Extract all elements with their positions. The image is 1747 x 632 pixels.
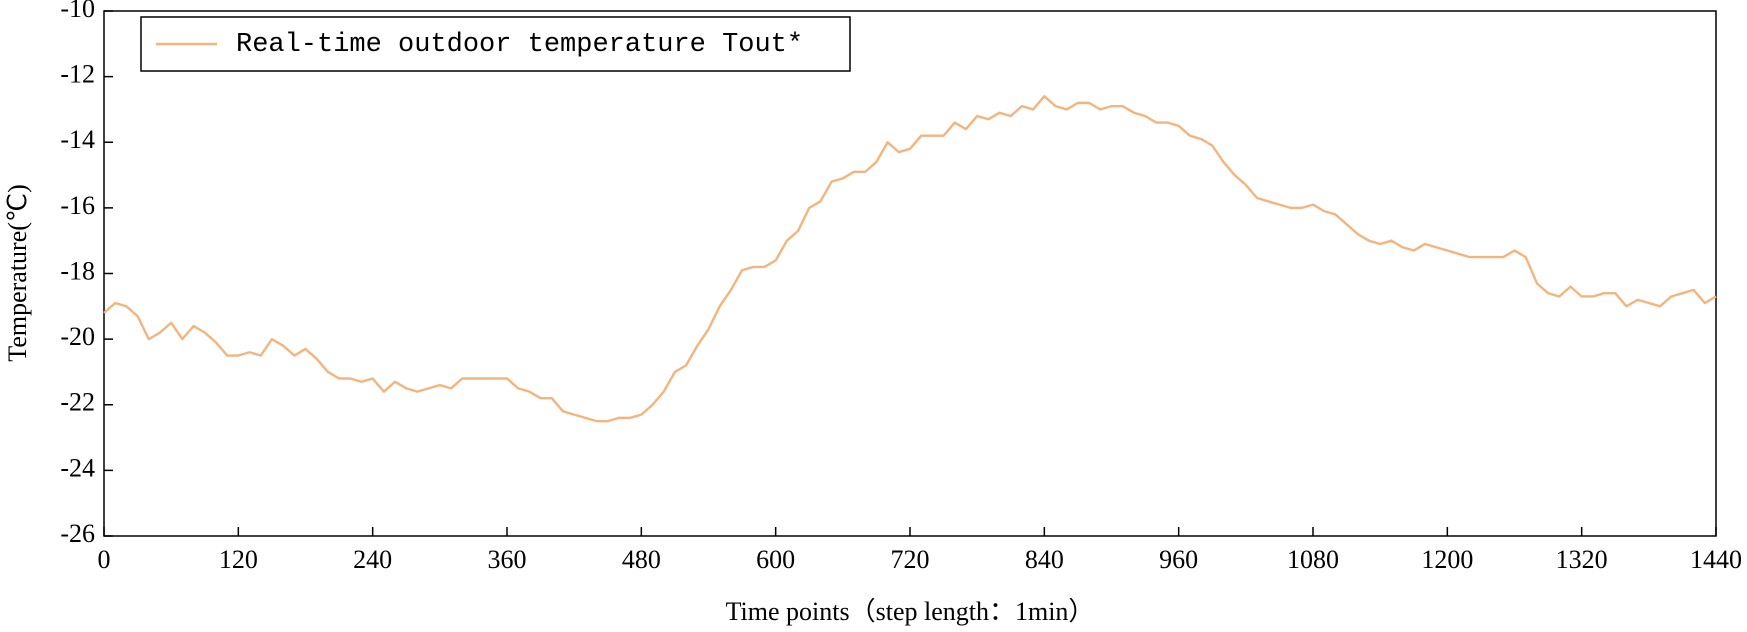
x-tick-label: 600 xyxy=(756,545,795,574)
y-tick-label: -14 xyxy=(60,125,95,154)
legend-box xyxy=(140,16,851,72)
x-tick-label: 720 xyxy=(891,545,930,574)
x-tick-label: 1200 xyxy=(1421,545,1473,574)
x-tick-label: 1320 xyxy=(1556,545,1608,574)
plot-frame xyxy=(103,10,1717,537)
y-tick-label: -22 xyxy=(60,388,95,417)
y-tick-label: -18 xyxy=(60,256,95,285)
y-tick-label: -16 xyxy=(60,191,95,220)
legend-label: Real-time outdoor temperature Tout* xyxy=(236,30,803,60)
x-tick-label: 360 xyxy=(488,545,527,574)
data-line xyxy=(103,95,1717,423)
x-tick-label: 1440 xyxy=(1690,545,1742,574)
x-tick-label: 0 xyxy=(98,545,111,574)
x-axis-label: Time points（step length：1min） xyxy=(726,597,1095,626)
y-tick-label: -12 xyxy=(60,60,95,89)
y-tick-label: -24 xyxy=(60,453,95,482)
x-tick-label: 960 xyxy=(1159,545,1198,574)
x-tick-label: 480 xyxy=(622,545,661,574)
x-tick-label: 120 xyxy=(219,545,258,574)
y-tick-label: -26 xyxy=(60,519,95,548)
y-axis-label: Temperature(℃) xyxy=(3,184,32,362)
x-tick-label: 240 xyxy=(353,545,392,574)
y-tick-label: -20 xyxy=(60,322,95,351)
x-tick-label: 1080 xyxy=(1287,545,1339,574)
x-tick-label: 840 xyxy=(1025,545,1064,574)
y-tick-label: -10 xyxy=(60,0,95,23)
